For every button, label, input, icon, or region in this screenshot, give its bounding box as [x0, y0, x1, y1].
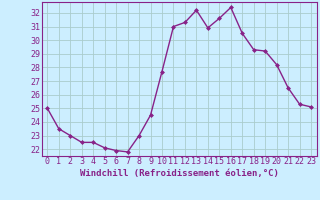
X-axis label: Windchill (Refroidissement éolien,°C): Windchill (Refroidissement éolien,°C): [80, 169, 279, 178]
